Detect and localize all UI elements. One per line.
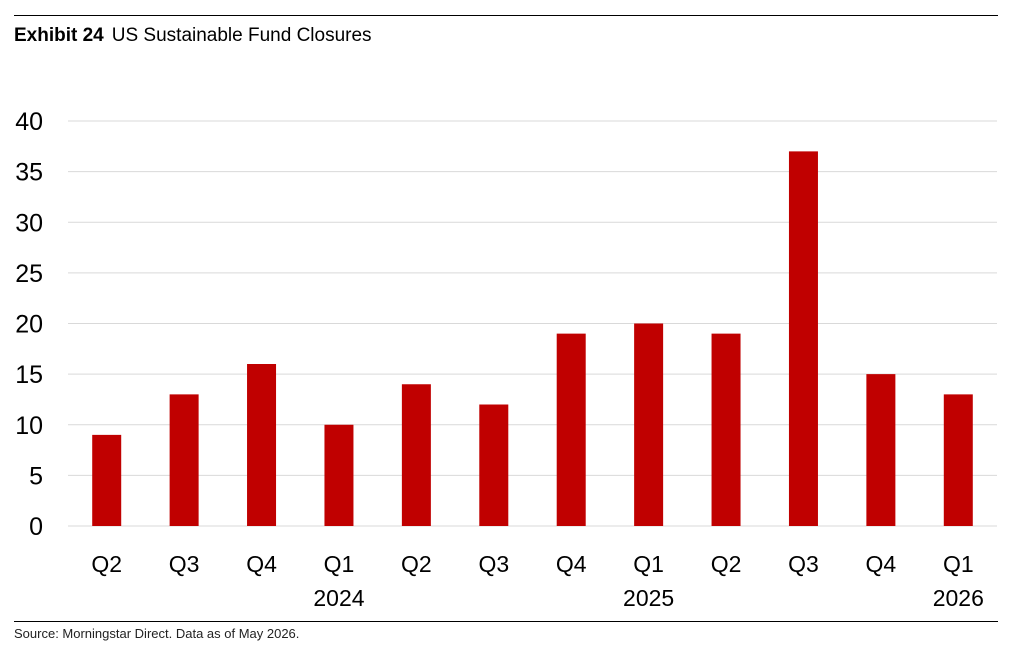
chart-title: Exhibit 24 US Sustainable Fund Closures: [14, 25, 372, 47]
x-year-label: 2024: [313, 585, 364, 611]
x-year-label: 2025: [623, 585, 674, 611]
y-tick-label: 5: [29, 462, 43, 490]
x-tick-label: Q4: [246, 551, 277, 577]
y-tick-label: 0: [29, 513, 43, 541]
bar: [324, 424, 354, 526]
bar: [943, 394, 973, 526]
x-tick-label: Q1: [633, 551, 664, 577]
x-tick-label: Q3: [169, 551, 200, 577]
y-tick-label: 10: [15, 412, 43, 440]
x-tick-label: Q3: [788, 551, 819, 577]
x-tick-label: Q4: [866, 551, 897, 577]
x-tick-label: Q1: [943, 551, 974, 577]
bar: [169, 394, 199, 526]
x-tick-label: Q4: [556, 551, 587, 577]
bar: [866, 374, 896, 526]
y-tick-label: 30: [15, 209, 43, 237]
bar: [711, 333, 741, 526]
x-tick-label: Q2: [401, 551, 432, 577]
bar: [788, 151, 818, 526]
y-tick-label: 35: [15, 159, 43, 187]
bar: [556, 333, 586, 526]
bar: [247, 364, 277, 526]
exhibit-label: Exhibit 24: [14, 25, 104, 46]
source-note: Source: Morningstar Direct. Data as of M…: [14, 626, 300, 641]
x-tick-label: Q1: [324, 551, 355, 577]
title-text: US Sustainable Fund Closures: [111, 25, 372, 46]
x-year-label: 2026: [933, 585, 984, 611]
y-tick-label: 25: [15, 260, 43, 288]
y-tick-label: 15: [15, 361, 43, 389]
top-rule: [14, 15, 998, 16]
x-tick-label: Q2: [711, 551, 742, 577]
bar: [634, 323, 664, 526]
x-tick-label: Q2: [91, 551, 122, 577]
bottom-rule: [14, 621, 998, 622]
bar: [92, 434, 122, 526]
y-tick-label: 40: [15, 108, 43, 136]
x-tick-label: Q3: [478, 551, 509, 577]
bar: [401, 384, 431, 526]
y-tick-label: 20: [15, 311, 43, 339]
bar: [479, 404, 509, 526]
